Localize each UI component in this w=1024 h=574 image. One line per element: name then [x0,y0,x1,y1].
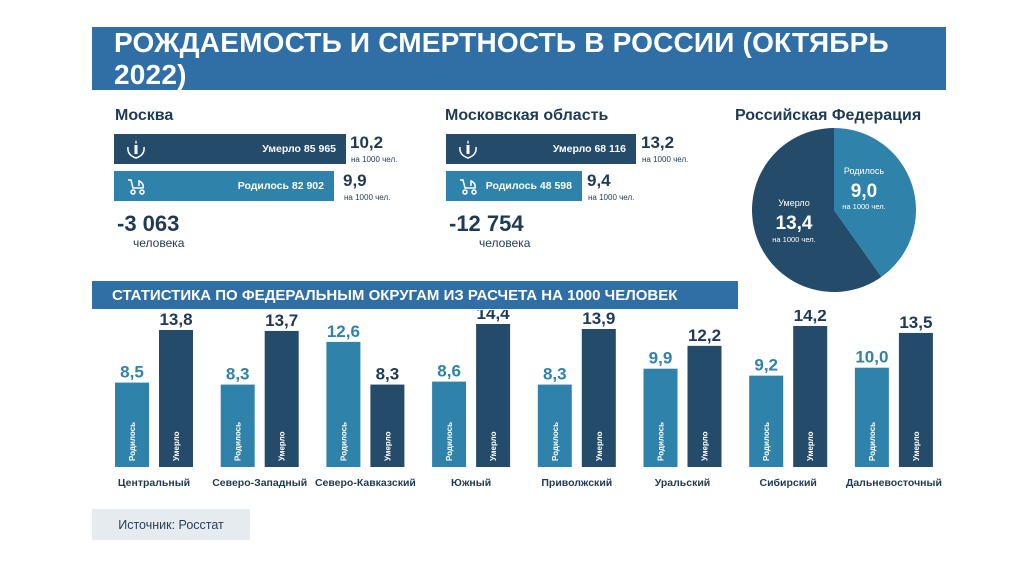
bar-series-label: Умерло [701,431,710,461]
bar-series-label: Умерло [383,431,392,461]
bar-value-label: 8,3 [376,365,400,384]
district-label: Южный [451,477,491,489]
moscow-died-rate: 10,2 [350,133,384,152]
pie-died-value: 13,4 [776,213,813,234]
bar-died [687,345,722,467]
district-label: Сибирский [759,477,816,489]
candle-wreath-icon [459,140,477,159]
region-title-moscow: Москва [115,107,174,124]
bar-died [581,328,616,467]
bar-series-label: Родилось [445,422,454,461]
moscow-died-label: Умерло 85 965 [262,143,336,155]
bar-value-label: 9,9 [649,349,673,368]
bar-born [220,384,255,467]
bar-died [476,324,511,467]
bar-value-label: 8,3 [226,365,250,384]
pie-died-per1000: на 1000 чел. [772,235,815,244]
pie-slice-born [834,128,916,277]
pie-died-label: Умерло [778,198,810,208]
moscow-difference: -3 063 [117,211,180,236]
moscow-born-label: Родилось 82 902 [237,180,324,192]
bar-series-label: Умерло [912,431,921,461]
pie-slice-died [752,128,882,292]
bar-died [898,332,933,467]
bar-born [643,368,678,467]
bar-born [854,367,889,467]
bar-died [159,329,193,467]
bar-died [264,330,299,467]
bar-series-label: Родилось [762,422,771,461]
moscow-born-bar: Родилось 82 902 [114,171,334,201]
district-bar-chart: 8,5 Родилось 13,8 Умерло Центральный 8,3 Родил… [115,310,942,489]
bar-value-label: 13,8 [159,310,192,329]
moscow-oblast-died-bar: Умерло 68 116 [446,134,636,164]
moscow-oblast-born-bar: Родилось 48 598 [446,171,582,201]
bar-value-label: 9,2 [754,356,778,375]
pie-born-value: 9,0 [851,181,877,202]
page-title: РОЖДАЕМОСТЬ И СМЕРТНОСТЬ В РОССИИ (ОКТЯБ… [92,27,946,90]
russia-pie-chart: Родилось 9,0 на 1000 чел. Умерло 13,4 на… [752,128,916,292]
bar-value-label: 10,0 [855,348,888,367]
moscow-oblast-born-rate: 9,4 [587,171,611,190]
moscow-oblast-difference-unit: человека [479,236,531,250]
bar-value-label: 14,4 [477,310,511,323]
bar-born [537,384,572,467]
region-title-russia: Российская Федерация [735,107,922,124]
source-note: Источник: Росстат [92,509,250,540]
candle-wreath-icon [127,140,145,159]
district-label: Приволжский [541,477,612,489]
section-title: СТАТИСТИКА ПО ФЕДЕРАЛЬНЫМ ОКРУГАМ ИЗ РАС… [92,281,738,309]
bar-series-label: Родилось [868,422,877,461]
moscow-died-bar: Умерло 85 965 [114,134,346,164]
bar-series-label: Родилось [657,422,666,461]
moscow-born-per1000: на 1000 чел. [344,193,391,202]
bar-value-label: 12,6 [327,322,360,341]
baby-stroller-icon [128,179,145,195]
bar-series-label: Умерло [489,431,498,461]
region-title-moscow-oblast: Московская область [445,107,609,124]
pie-born-per1000: на 1000 чел. [842,202,885,211]
bar-value-label: 13,5 [899,313,932,332]
bar-value-label: 14,2 [794,310,827,325]
moscow-died-per1000: на 1000 чел. [351,155,398,164]
bar-value-label: 8,6 [437,362,461,381]
district-label: Центральный [118,477,190,489]
moscow-difference-unit: человека [133,236,185,250]
bar-series-label: Родилось [551,422,560,461]
moscow-oblast-difference: -12 754 [449,211,524,236]
district-label: Северо-Кавказский [315,477,416,489]
bar-series-label: Родилось [339,422,348,461]
bar-series-label: Умерло [278,431,287,461]
bar-value-label: 13,9 [582,310,615,328]
bar-born [326,341,361,467]
district-label: Уральский [655,477,711,489]
bar-series-label: Родилось [128,422,137,461]
bar-series-label: Умерло [595,431,604,461]
bar-born [749,375,784,467]
bar-born [432,381,467,467]
moscow-born-rate: 9,9 [343,171,367,190]
pie-born-label: Родилось [844,166,885,176]
moscow-oblast-died-rate: 13,2 [641,133,675,152]
bar-value-label: 13,7 [265,311,298,330]
district-label: Дальневосточный [846,477,942,489]
district-label: Северо-Западный [212,477,307,489]
bar-series-label: Родилось [234,422,243,461]
moscow-oblast-died-per1000: на 1000 чел. [642,155,689,164]
bar-series-label: Умерло [172,431,181,461]
bar-series-label: Умерло [806,431,815,461]
moscow-oblast-died-label: Умерло 68 116 [552,143,626,155]
bar-born [115,382,149,467]
bar-value-label: 12,2 [688,326,721,345]
moscow-oblast-born-per1000: на 1000 чел. [588,193,635,202]
bar-value-label: 8,5 [120,363,144,382]
moscow-oblast-born-label: Родилось 48 598 [485,180,572,192]
bar-died [793,325,828,467]
bar-value-label: 8,3 [543,365,567,384]
bar-died [370,384,405,467]
baby-stroller-icon [460,179,477,195]
